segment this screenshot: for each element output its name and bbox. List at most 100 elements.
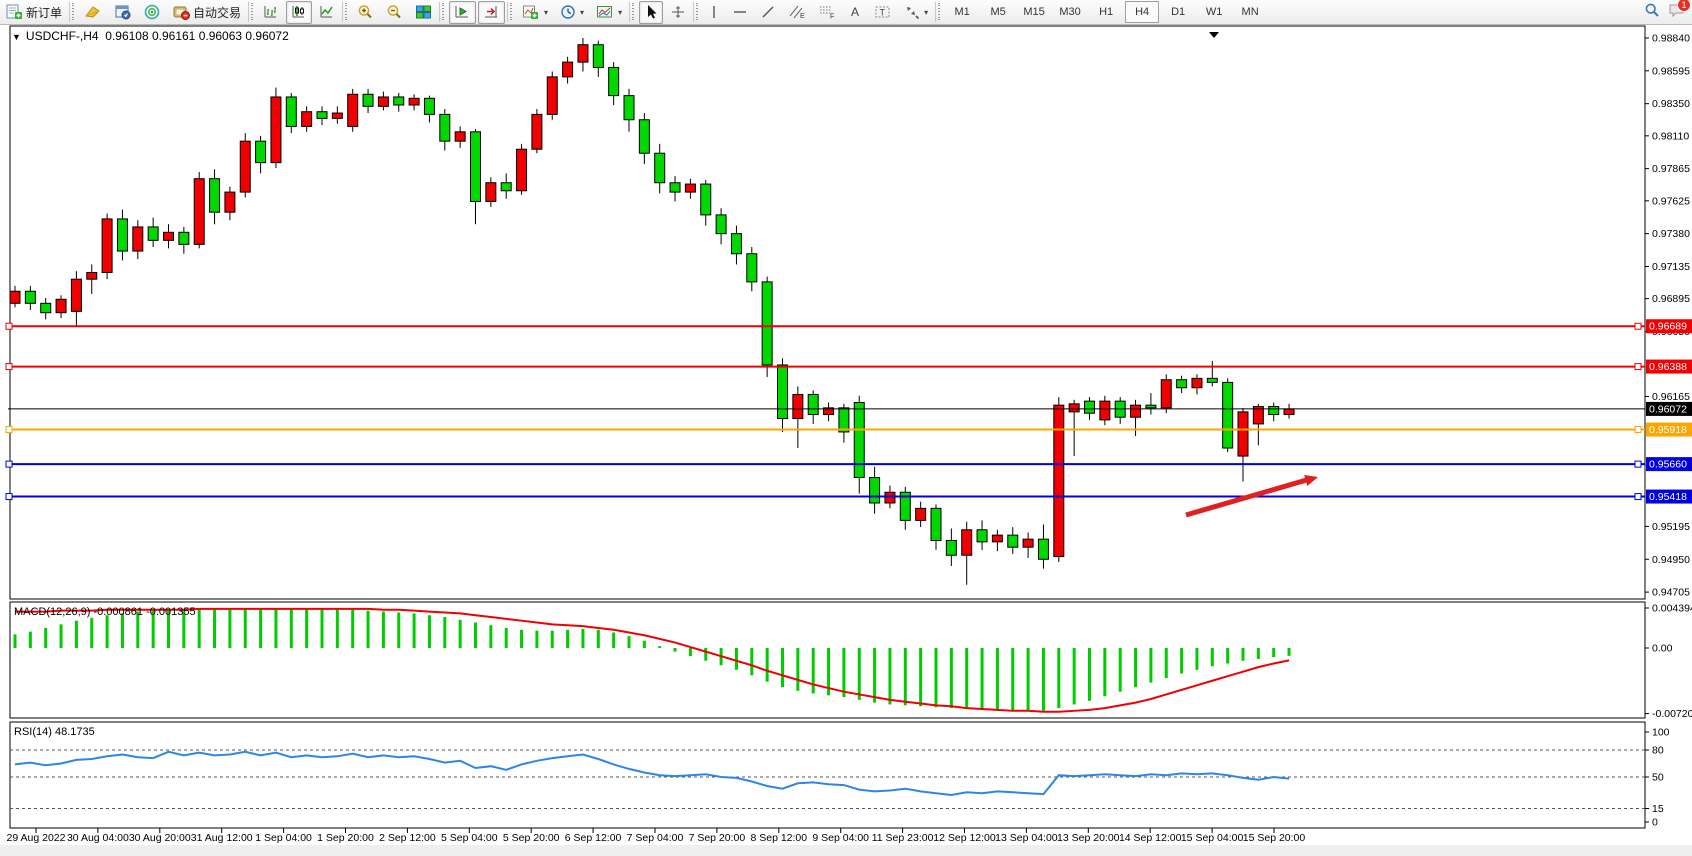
periods-clock-icon <box>560 4 576 20</box>
svg-text:0.97625: 0.97625 <box>1652 195 1690 207</box>
chart-scroll-marker[interactable] <box>1209 32 1219 38</box>
price-badge-0.95918 <box>1646 422 1692 437</box>
indicators-button[interactable]: ▾ <box>517 1 553 24</box>
svg-text:11 Sep 23:00: 11 Sep 23:00 <box>872 832 934 844</box>
periods-button[interactable]: ▾ <box>555 1 589 24</box>
svg-text:0.97380: 0.97380 <box>1652 228 1690 240</box>
cursor-icon <box>644 4 658 20</box>
price-badge-0.95660 <box>1646 457 1692 472</box>
timeframe-button-d1[interactable]: D1 <box>1171 6 1186 18</box>
timeframe-button-mn[interactable]: MN <box>1241 6 1259 18</box>
tile-windows-button[interactable] <box>410 1 437 24</box>
signals-button[interactable] <box>139 1 166 24</box>
svg-text:1 Sep 20:00: 1 Sep 20:00 <box>317 832 374 844</box>
candlestick-chart-button[interactable] <box>286 0 313 24</box>
candlestick-chart-icon <box>291 4 307 20</box>
zoom-out-button[interactable] <box>381 1 408 24</box>
zoom-in-icon <box>357 4 374 20</box>
pane-frame <box>9 721 1646 829</box>
crosshair-button[interactable] <box>665 1 691 24</box>
horizontal-line-icon <box>732 4 748 20</box>
rsi-axis[interactable]: 100 80 50 15 0 <box>1645 727 1670 829</box>
svg-text:30 Aug 20:00: 30 Aug 20:00 <box>129 832 191 844</box>
svg-text:0.96689: 0.96689 <box>1649 321 1687 333</box>
timeframe-button-m1[interactable]: M1 <box>954 6 970 18</box>
indicators-icon <box>522 4 540 20</box>
templates-button[interactable]: ▾ <box>591 1 627 24</box>
svg-text:-0.007206: -0.007206 <box>1652 708 1692 720</box>
timeframe-button-w1[interactable]: W1 <box>1205 6 1223 18</box>
autotrade-button[interactable]: 自动交易 <box>168 1 246 24</box>
data-window-button[interactable] <box>109 1 137 24</box>
timeframe-button-h1[interactable]: H1 <box>1099 6 1114 18</box>
timeframe-button-m5[interactable]: M5 <box>990 6 1006 18</box>
text-label-button[interactable]: T <box>869 1 897 24</box>
equidistant-channel-button[interactable]: E <box>783 1 811 24</box>
profiles-button[interactable] <box>79 1 107 24</box>
arrows-button[interactable]: ▾ <box>899 1 933 24</box>
svg-text:30 Aug 04:00: 30 Aug 04:00 <box>67 832 129 844</box>
toolbar-separator <box>935 2 944 22</box>
bar-chart-icon <box>263 4 279 20</box>
svg-text:100: 100 <box>1652 727 1670 739</box>
new-order-label: 新订单 <box>26 5 63 20</box>
text-label-icon: T <box>874 4 892 20</box>
svg-text:0.96895: 0.96895 <box>1652 293 1690 305</box>
crosshair-icon <box>670 4 686 20</box>
svg-text:F: F <box>830 14 834 21</box>
svg-text:6 Sep 12:00: 6 Sep 12:00 <box>565 832 622 844</box>
text-button[interactable]: A <box>843 1 867 24</box>
price-badge-0.96072 <box>1646 401 1692 416</box>
toolbar-separator <box>69 2 78 22</box>
notifications-button[interactable]: 1 <box>1668 0 1691 23</box>
line-chart-button[interactable] <box>314 1 340 24</box>
level-lines-group[interactable] <box>5 322 1645 501</box>
vertical-line-button[interactable] <box>703 1 725 24</box>
svg-text:15 Sep 20:00: 15 Sep 20:00 <box>1243 832 1306 844</box>
auto-scroll-button[interactable] <box>449 0 477 24</box>
periods-dropdown-caret: ▾ <box>580 7 585 17</box>
chart-shift-icon <box>483 4 500 20</box>
pane-frame <box>9 25 1646 600</box>
fibonacci-button[interactable]: F <box>813 1 841 24</box>
svg-text:T: T <box>880 8 886 18</box>
toolbar-separator <box>439 2 448 22</box>
svg-text:E: E <box>800 13 805 20</box>
chart-window[interactable]: ▼ USDCHF-,H4 0.96108 0.96161 0.96063 0.96… <box>0 24 1692 851</box>
search-icon[interactable] <box>1644 2 1660 23</box>
trendline-button[interactable] <box>755 1 781 24</box>
svg-text:0.98595: 0.98595 <box>1652 65 1690 77</box>
macd-axis[interactable]: 0.004394 0.00 -0.007206 <box>1645 603 1692 721</box>
svg-text:50: 50 <box>1652 772 1664 784</box>
timeframe-button-m30[interactable]: M30 <box>1059 6 1081 18</box>
new-order-button[interactable]: 新订单 <box>1 1 67 24</box>
bar-chart-button[interactable] <box>258 1 284 24</box>
symbol-dropdown-icon[interactable]: ▼ <box>12 32 21 42</box>
horizontal-line-button[interactable] <box>727 1 753 24</box>
svg-text:15 Sep 04:00: 15 Sep 04:00 <box>1181 832 1244 844</box>
profiles-icon <box>84 4 102 20</box>
svg-text:0.95660: 0.95660 <box>1649 459 1687 471</box>
time-axis[interactable]: 29 Aug 2022 30 Aug 04:00 30 Aug 20:00 31 Au… <box>7 828 1306 844</box>
svg-text:0.98350: 0.98350 <box>1652 98 1690 110</box>
svg-text:8 Sep 12:00: 8 Sep 12:00 <box>750 832 807 844</box>
zoom-in-button[interactable] <box>352 1 379 24</box>
svg-text:7 Sep 04:00: 7 Sep 04:00 <box>627 832 684 844</box>
timeframe-button-m15[interactable]: M15 <box>1023 6 1045 18</box>
svg-text:0.96072: 0.96072 <box>1649 403 1687 415</box>
cursor-button[interactable] <box>639 0 664 24</box>
timeframe-group: M1 M5 M15 M30 H1 H4 D1 W1 MN <box>944 0 1268 24</box>
chart-canvas[interactable]: 0.98840 0.98595 0.98350 0.98110 0.97865 0.976… <box>0 25 1692 851</box>
svg-text:7 Sep 20:00: 7 Sep 20:00 <box>689 832 746 844</box>
price-axis[interactable]: 0.98840 0.98595 0.98350 0.98110 0.97865 0.976… <box>1645 33 1692 599</box>
annotation-arrow[interactable] <box>1185 475 1318 518</box>
rsi-line <box>14 750 1290 797</box>
timeframe-button-h4[interactable]: H4 <box>1125 1 1160 23</box>
macd-indicator-label: MACD(12,26,9) -0.000861 -0.001355 <box>14 606 196 618</box>
macd-signal-line <box>15 607 1290 713</box>
svg-text:15: 15 <box>1652 803 1664 815</box>
svg-text:14 Sep 12:00: 14 Sep 12:00 <box>1119 832 1182 844</box>
macd-group <box>13 607 1291 713</box>
svg-text:0.97135: 0.97135 <box>1652 261 1690 273</box>
chart-shift-button[interactable] <box>478 0 506 24</box>
